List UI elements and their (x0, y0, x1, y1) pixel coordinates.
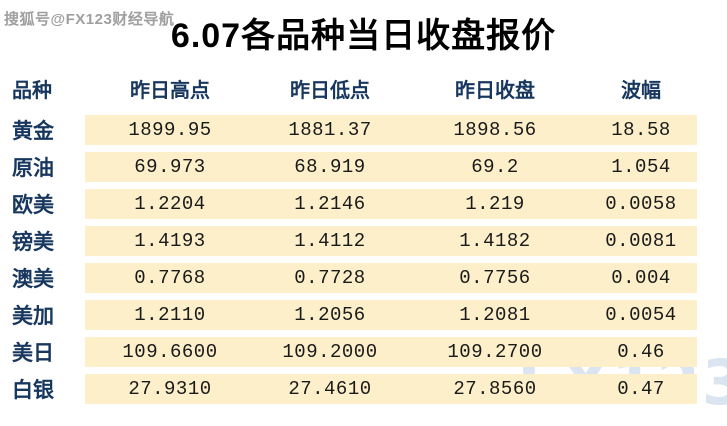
instrument-name: 原油 (12, 156, 54, 180)
high-value: 1.2110 (134, 304, 206, 326)
column-header-instrument: 品种 (12, 79, 52, 102)
column-header-range: 波幅 (621, 79, 661, 102)
close-value: 1.4182 (459, 230, 531, 252)
table-row: 澳美 0.7768 0.7728 0.7756 0.004 (0, 263, 697, 293)
range-value: 0.0058 (605, 193, 677, 215)
page-title: 6.07各品种当日收盘报价 (170, 17, 557, 55)
range-value: 18.58 (611, 119, 671, 141)
high-value: 0.7768 (134, 267, 206, 289)
instrument-name: 黄金 (12, 119, 54, 143)
low-value: 27.4610 (288, 378, 372, 400)
range-value: 0.0081 (605, 230, 677, 252)
range-value: 0.47 (617, 378, 665, 400)
table-row: 镑美 1.4193 1.4112 1.4182 0.0081 (0, 226, 697, 256)
instrument-name: 白银 (12, 378, 54, 402)
table-row: 原油 69.973 68.919 69.2 1.054 (0, 152, 697, 182)
low-value: 68.919 (294, 156, 366, 178)
row-band: 69.973 68.919 69.2 1.054 (85, 152, 697, 182)
low-value: 0.7728 (294, 267, 366, 289)
table-header-row: 品种 昨日高点 昨日低点 昨日收盘 波幅 (0, 72, 697, 104)
row-band: 1.2110 1.2056 1.2081 0.0054 (85, 300, 697, 330)
close-value: 27.8560 (453, 378, 537, 400)
row-band: 109.6600 109.2000 109.2700 0.46 (85, 337, 697, 367)
column-header-low: 昨日低点 (290, 79, 370, 102)
high-value: 1.2204 (134, 193, 206, 215)
low-value: 1.2146 (294, 193, 366, 215)
low-value: 109.2000 (282, 341, 378, 363)
quote-table: 品种 昨日高点 昨日低点 昨日收盘 波幅 黄金 1899.95 1881.37 … (0, 72, 697, 411)
instrument-name: 美加 (12, 304, 54, 328)
high-value: 69.973 (134, 156, 206, 178)
close-value: 1.219 (465, 193, 525, 215)
range-value: 1.054 (611, 156, 671, 178)
low-value: 1881.37 (288, 119, 372, 141)
table-row: 美日 109.6600 109.2000 109.2700 0.46 (0, 337, 697, 367)
row-band: 1.4193 1.4112 1.4182 0.0081 (85, 226, 697, 256)
instrument-name: 澳美 (12, 267, 54, 291)
table-header-cells: 昨日高点 昨日低点 昨日收盘 波幅 (85, 72, 697, 104)
row-band: 1899.95 1881.37 1898.56 18.58 (85, 115, 697, 145)
close-value: 1.2081 (459, 304, 531, 326)
range-value: 0.46 (617, 341, 665, 363)
row-band: 1.2204 1.2146 1.219 0.0058 (85, 189, 697, 219)
close-value: 69.2 (471, 156, 519, 178)
instrument-name: 美日 (12, 341, 54, 365)
column-header-high: 昨日高点 (130, 79, 210, 102)
instrument-name: 欧美 (12, 193, 54, 217)
high-value: 27.9310 (128, 378, 212, 400)
row-band: 27.9310 27.4610 27.8560 0.47 (85, 374, 697, 404)
low-value: 1.4112 (294, 230, 366, 252)
high-value: 1899.95 (128, 119, 212, 141)
table-row: 美加 1.2110 1.2056 1.2081 0.0054 (0, 300, 697, 330)
range-value: 0.0054 (605, 304, 677, 326)
row-band: 0.7768 0.7728 0.7756 0.004 (85, 263, 697, 293)
table-row: 欧美 1.2204 1.2146 1.219 0.0058 (0, 189, 697, 219)
low-value: 1.2056 (294, 304, 366, 326)
table-row: 白银 27.9310 27.4610 27.8560 0.47 (0, 374, 697, 404)
range-value: 0.004 (611, 267, 671, 289)
close-value: 1898.56 (453, 119, 537, 141)
high-value: 1.4193 (134, 230, 206, 252)
close-value: 0.7756 (459, 267, 531, 289)
table-body: 黄金 1899.95 1881.37 1898.56 18.58 原油 69.9… (0, 115, 697, 404)
account-watermark: 搜狐号@FX123财经导航 (4, 11, 175, 28)
close-value: 109.2700 (447, 341, 543, 363)
high-value: 109.6600 (122, 341, 218, 363)
instrument-name: 镑美 (12, 230, 54, 254)
table-row: 黄金 1899.95 1881.37 1898.56 18.58 (0, 115, 697, 145)
column-header-close: 昨日收盘 (455, 79, 535, 102)
